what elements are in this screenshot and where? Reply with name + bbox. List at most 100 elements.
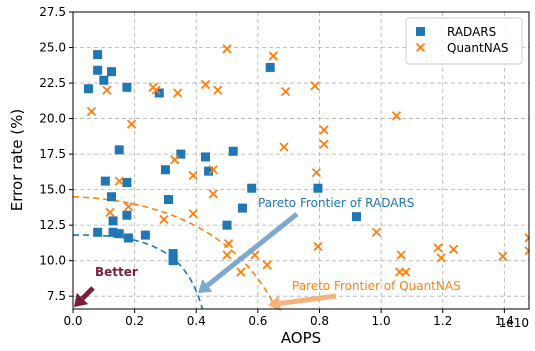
quantnas-point xyxy=(102,85,112,95)
quantnas-point xyxy=(310,81,320,91)
quantnas-point xyxy=(391,111,402,121)
radars-point xyxy=(99,75,109,85)
quantnas-point xyxy=(236,267,246,277)
quantnas-point xyxy=(524,246,529,256)
quantnas-point xyxy=(280,86,291,97)
x-axis-ticks: 0.0 0.2 0.4 0.6 0.8 1.0 1.2 1.4 xyxy=(63,309,514,328)
radars-point xyxy=(107,67,117,77)
radars-point xyxy=(164,195,174,205)
radars-point xyxy=(93,50,103,60)
radars-point xyxy=(93,65,103,75)
radars-point xyxy=(200,152,210,162)
radars-point xyxy=(222,220,232,230)
quantnas-point xyxy=(159,214,169,225)
radars-point xyxy=(122,210,132,220)
better-arrow xyxy=(74,286,95,307)
quantnas-point xyxy=(436,253,446,263)
quantnas-point xyxy=(222,44,232,54)
quantnas-point xyxy=(262,260,272,270)
y-tick-label: 20.0 xyxy=(39,112,66,126)
quantnas-point xyxy=(223,238,234,249)
radars-frontier-annotation: Pareto Frontier of RADARS xyxy=(258,196,414,210)
radars-point xyxy=(168,256,178,266)
quantnas-point xyxy=(313,241,323,252)
quantnas-point xyxy=(433,243,443,253)
quantnas-point xyxy=(498,251,508,262)
quantnas-point xyxy=(188,170,198,181)
radars-frontier-arrow xyxy=(198,212,299,293)
quantnas-point xyxy=(173,88,183,98)
quantnas-point xyxy=(126,119,137,129)
quantnas-point xyxy=(311,167,322,178)
radars-point xyxy=(114,229,124,239)
quantnas-frontier-annotation: Pareto Frontier of QuantNAS xyxy=(292,279,461,293)
radars-point xyxy=(122,178,132,188)
radars-point xyxy=(108,227,118,237)
x-tick-label: 0.4 xyxy=(187,314,206,328)
quantnas-point xyxy=(279,142,289,152)
radars-point xyxy=(100,176,110,186)
quantnas-point xyxy=(208,189,218,199)
radars-point xyxy=(107,192,117,202)
x-tick-label: 0.0 xyxy=(63,314,82,328)
quantnas-point xyxy=(222,250,232,260)
y-tick-label: 25.0 xyxy=(39,41,66,55)
y-axis-label: Error rate (%) xyxy=(8,109,26,212)
radars-frontier-line xyxy=(73,234,204,309)
data-points xyxy=(83,44,529,277)
legend-label-quantnas: QuantNAS xyxy=(447,41,509,55)
radars-point xyxy=(108,216,118,226)
better-annotation: Better xyxy=(95,265,138,279)
radars-point xyxy=(122,82,132,92)
radars-point xyxy=(93,227,103,237)
plot-frame xyxy=(72,11,530,310)
legend-label-radars: RADARS xyxy=(447,25,496,39)
quantnas-point xyxy=(524,233,529,243)
quantnas-point xyxy=(151,85,161,95)
quantnas-point xyxy=(123,202,134,212)
quantnas-point xyxy=(319,139,329,149)
radars-point xyxy=(313,183,323,193)
quantnas-point xyxy=(200,79,211,90)
quantnas-point xyxy=(371,227,382,237)
quantnas-point xyxy=(401,267,411,277)
radars-point xyxy=(247,183,257,193)
x-tick-label: 0.2 xyxy=(125,314,144,328)
quantnas-point xyxy=(105,207,115,218)
y-tick-label: 10.0 xyxy=(39,254,66,268)
y-tick-label: 17.5 xyxy=(39,147,66,161)
quantnas-point xyxy=(448,244,459,254)
x-tick-label: 0.8 xyxy=(310,314,329,328)
x-tick-label: 1.0 xyxy=(372,314,391,328)
quantnas-point xyxy=(268,51,278,61)
radars-point xyxy=(176,149,186,159)
quantnas-point xyxy=(170,155,180,165)
radars-point xyxy=(351,212,361,222)
y-tick-label: 27.5 xyxy=(39,5,66,19)
y-tick-label: 22.5 xyxy=(39,76,66,90)
radars-point xyxy=(228,146,238,156)
quantnas-point xyxy=(114,176,124,186)
quantnas-point xyxy=(86,106,97,117)
y-tick-label: 15.0 xyxy=(39,183,66,197)
quantnas-point xyxy=(319,125,329,135)
frontier-arrows xyxy=(74,212,337,312)
x-tick-label: 0.6 xyxy=(248,314,267,328)
radars-point xyxy=(237,203,247,213)
quantnas-frontier-arrow xyxy=(268,293,337,312)
y-tick-label: 12.5 xyxy=(39,218,66,232)
radars-point xyxy=(204,166,214,176)
quantnas-point xyxy=(188,209,198,219)
radars-point xyxy=(168,249,178,259)
y-tick-label: 7.5 xyxy=(47,289,66,303)
legend-box xyxy=(405,17,523,65)
y-axis-ticks: 7.5 10.0 12.5 15.0 17.5 20.0 22.5 25.0 27.5 xyxy=(39,5,73,303)
legend-marker-radars xyxy=(416,27,425,36)
radars-point xyxy=(123,233,133,243)
quantnas-point xyxy=(213,85,223,95)
x-tick-label: 1.4 xyxy=(495,314,514,328)
radars-point xyxy=(265,62,275,72)
quantnas-point xyxy=(396,250,406,260)
x-scale-label: 1e10 xyxy=(499,316,529,330)
